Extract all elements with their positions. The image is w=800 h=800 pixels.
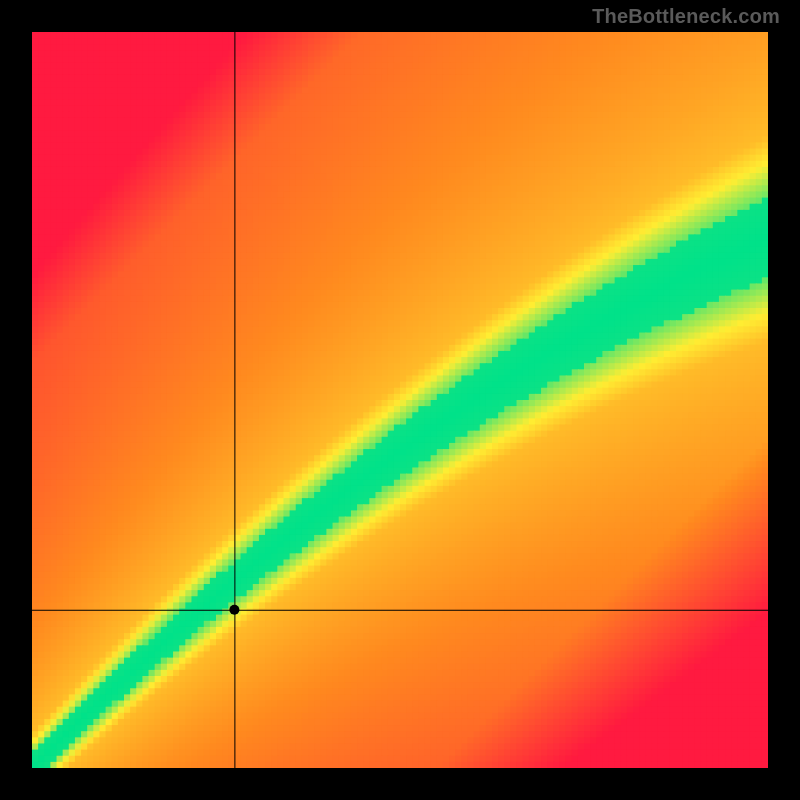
heatmap-canvas — [32, 32, 768, 768]
chart-container: TheBottleneck.com — [0, 0, 800, 800]
watermark-text: TheBottleneck.com — [592, 6, 780, 29]
